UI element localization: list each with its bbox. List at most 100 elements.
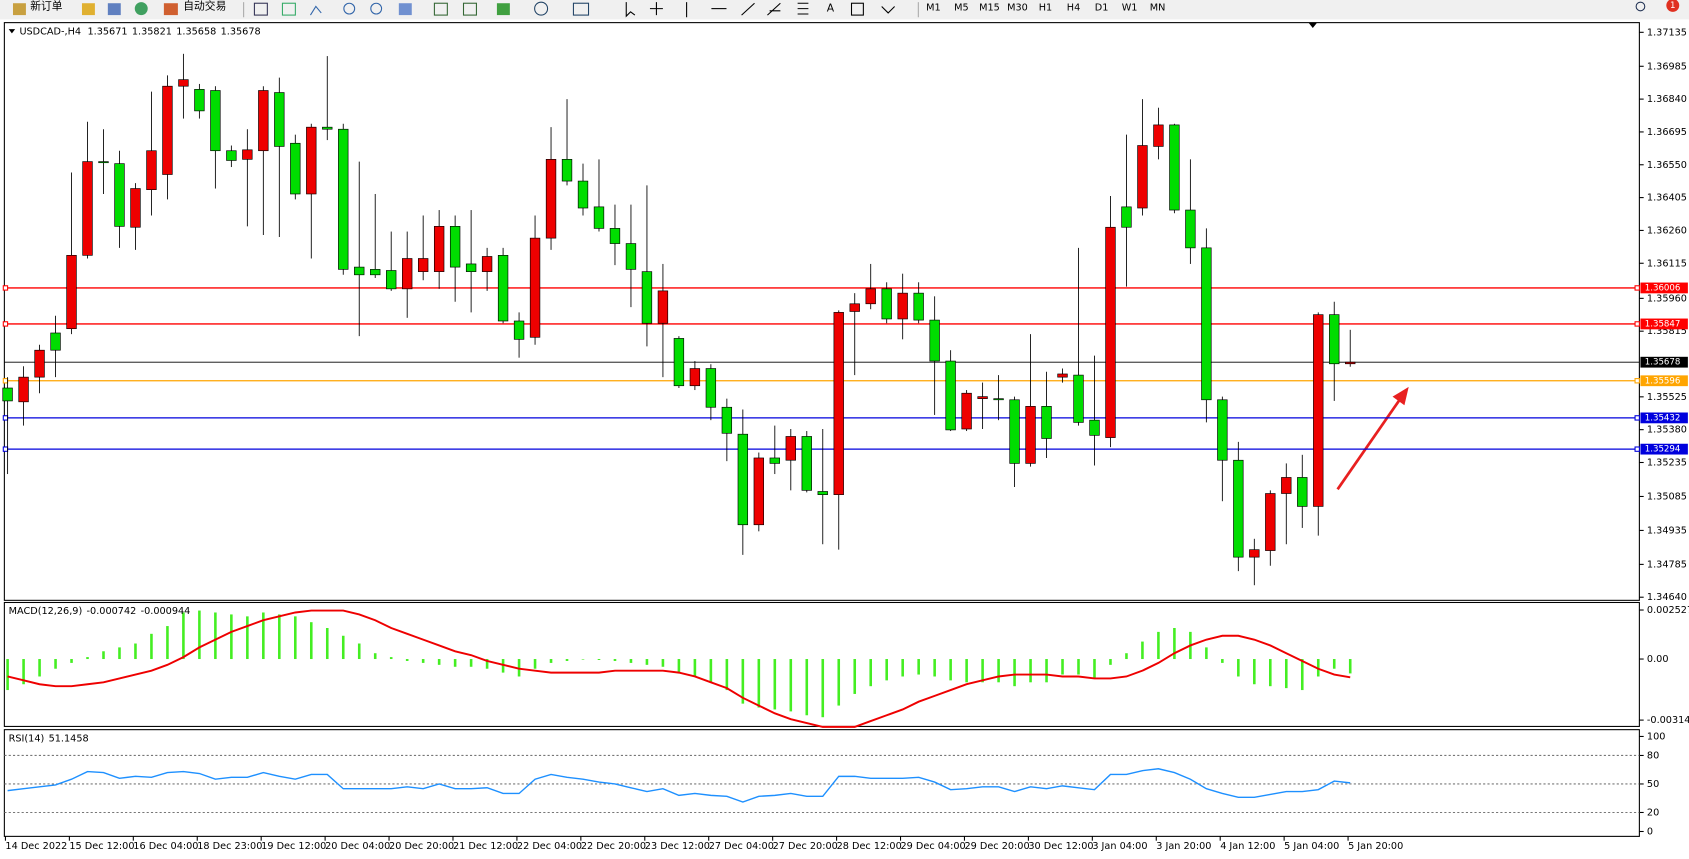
candle-body	[82, 161, 93, 256]
macd-bar	[134, 643, 137, 660]
auto-trade-icon[interactable]	[163, 3, 178, 16]
indicator-icon[interactable]	[496, 3, 510, 16]
crosshair-icon[interactable]	[649, 2, 663, 16]
level-label: 1.36006	[1645, 283, 1681, 293]
search-icon[interactable]	[1635, 1, 1646, 12]
candle-body	[609, 228, 621, 244]
x-tick-label: 27 Dec 04:00	[709, 841, 774, 852]
timeframe-button[interactable]: M15	[979, 3, 1000, 14]
auto-trade-button[interactable]: 自动交易	[183, 0, 226, 12]
timeframes: M1 M5 M15 M30 H1 H4 D1 W1 MN	[926, 3, 1165, 14]
candle-body	[402, 258, 413, 290]
timeframe-button[interactable]: D1	[1095, 3, 1109, 14]
tool-icon[interactable]	[107, 3, 121, 16]
header-value: 1.35678	[221, 26, 261, 37]
chart-tool-icon[interactable]	[462, 2, 477, 16]
candle-body	[226, 150, 237, 161]
candle-body	[322, 126, 333, 130]
text-tool[interactable]: A	[827, 2, 835, 15]
new-order-button[interactable]: 新订单	[30, 0, 63, 12]
candle-body	[929, 319, 940, 362]
zoom-in-icon[interactable]	[343, 2, 356, 15]
tool-icon[interactable]	[134, 2, 148, 16]
rsi-line	[7, 768, 1351, 803]
level-handle	[2, 285, 9, 291]
chart-tool-icon[interactable]	[433, 2, 448, 16]
candle-body	[769, 457, 780, 464]
macd-bar	[325, 627, 329, 660]
y-tick-label: 1.35380	[1647, 425, 1687, 436]
candle-body	[897, 292, 908, 320]
macd-bar	[549, 659, 553, 663]
zoom-out-icon[interactable]	[370, 2, 383, 15]
chart-tool-icon[interactable]	[281, 2, 296, 16]
collapse-triangle[interactable]	[8, 29, 16, 34]
fibo-icon[interactable]	[797, 2, 809, 15]
candle-body	[785, 436, 796, 461]
x-tick-label: 27 Dec 20:00	[773, 841, 838, 852]
level-label: 1.35847	[1645, 319, 1681, 329]
rsi-header-part: RSI(14)	[9, 733, 45, 744]
macd-bar	[597, 659, 601, 660]
timeframe-button[interactable]: H4	[1067, 3, 1080, 14]
candle-body	[178, 79, 189, 87]
macd-bar	[485, 659, 489, 669]
price-panel-frame	[3, 22, 1640, 601]
candle-body	[737, 433, 749, 526]
candle-body	[1169, 124, 1180, 211]
timeframe-button[interactable]: M5	[954, 3, 969, 14]
macd-bar	[1061, 659, 1064, 675]
new-order-icon[interactable]	[12, 3, 26, 16]
candle-body	[1057, 373, 1068, 378]
macd-bar	[262, 612, 265, 660]
level-label: 1.35432	[1645, 413, 1681, 423]
timeframe-button[interactable]: M1	[926, 3, 941, 14]
timeframe-button[interactable]: H1	[1039, 3, 1052, 14]
candle-body	[465, 263, 477, 272]
candle-body	[1153, 124, 1164, 147]
macd-bar	[1125, 653, 1128, 660]
channel-icon[interactable]	[767, 2, 781, 16]
macd-signal	[7, 609, 1351, 728]
level-handle	[1634, 378, 1640, 384]
header-value: 1.35658	[176, 26, 216, 37]
timeframe-button[interactable]: W1	[1122, 3, 1138, 14]
candle-body	[641, 271, 653, 324]
candle-body	[481, 256, 493, 272]
shift-marker	[1308, 22, 1318, 29]
macd-bar	[1348, 659, 1352, 674]
candle-body	[210, 90, 221, 152]
macd-bar	[421, 659, 425, 663]
macd-bar	[389, 657, 393, 660]
candle-body	[657, 290, 669, 324]
cursor-icon[interactable]	[625, 2, 636, 18]
macd-bar	[901, 659, 904, 677]
alert-badge[interactable]	[1666, 0, 1680, 12]
label-tool[interactable]	[850, 2, 864, 16]
chart-tool-icon[interactable]	[253, 2, 268, 16]
macd-bar	[1093, 659, 1096, 679]
candle-body	[338, 128, 349, 270]
period-icon[interactable]	[534, 1, 549, 16]
template-icon[interactable]	[572, 2, 590, 16]
candle-body	[625, 243, 637, 270]
tile-icon[interactable]	[398, 3, 412, 16]
macd-bar	[246, 616, 249, 660]
chart-tool-icon[interactable]	[309, 5, 322, 16]
timeframe-button[interactable]: M30	[1007, 3, 1028, 14]
macd-bar	[150, 633, 153, 660]
y-tick-label: 1.35235	[1647, 457, 1687, 468]
macd-bar	[677, 659, 681, 673]
macd-bar	[373, 653, 377, 660]
trendline-icon[interactable]	[741, 2, 755, 16]
arrow-tool[interactable]	[881, 6, 895, 14]
macd-bar	[70, 659, 73, 663]
macd-bar	[805, 659, 809, 716]
level-label-bg	[1640, 443, 1688, 455]
x-tick-label: 30 Dec 12:00	[1028, 841, 1093, 852]
timeframe-button[interactable]: MN	[1150, 3, 1166, 14]
tool-icon[interactable]	[81, 3, 95, 16]
candle-body	[705, 368, 717, 408]
current-price-label: 1.35678	[1645, 358, 1681, 368]
